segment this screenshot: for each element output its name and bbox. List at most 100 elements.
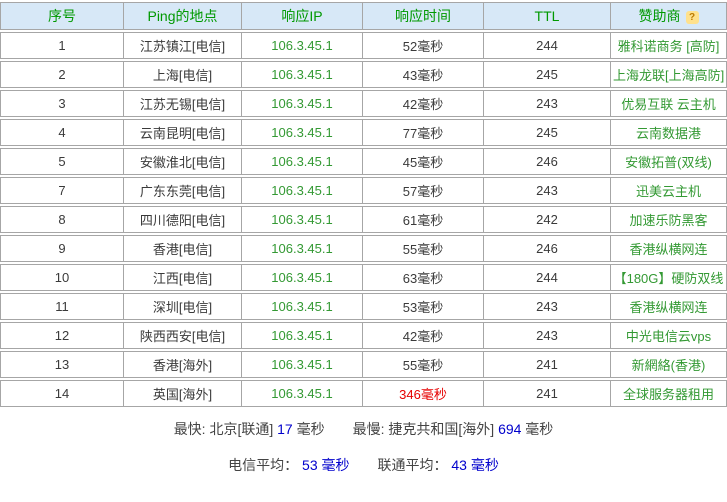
summary-footer: 最快: 北京[联通] 17 毫秒 最慢: 捷克共和国[海外] 694 毫秒 电信… [0, 419, 727, 475]
cell-ip: 106.3.45.1 [241, 235, 362, 262]
table-row: 3 江苏无锡[电信] 106.3.45.1 42毫秒 243 优易互联 云主机 [0, 90, 727, 117]
cell-ip: 106.3.45.1 [241, 206, 362, 233]
cell-sponsor: 全球服务器租用 [610, 380, 727, 407]
column-header-time: 响应时间 [362, 2, 483, 30]
cell-location: 江苏镇江[电信] [123, 32, 241, 59]
cell-ip: 106.3.45.1 [241, 119, 362, 146]
cell-sponsor: 香港纵横网连 [610, 293, 727, 320]
cell-sponsor: 雅科诺商务 [高防] [610, 32, 727, 59]
cell-ip: 106.3.45.1 [241, 351, 362, 378]
cell-index: 8 [0, 206, 123, 233]
table-row: 8 四川德阳[电信] 106.3.45.1 61毫秒 242 加速乐防黑客 [0, 206, 727, 233]
table-row: 14 英国[海外] 106.3.45.1 346毫秒 241 全球服务器租用 [0, 380, 727, 407]
cell-location: 香港[电信] [123, 235, 241, 262]
column-header-label: 响应IP [281, 8, 323, 24]
cell-ttl: 243 [483, 90, 610, 117]
sponsor-link[interactable]: 香港纵横网连 [629, 300, 708, 315]
summary-text-segment: 最慢: 捷克共和国[海外] [352, 421, 499, 437]
cell-sponsor: 上海龙联[上海高防] [610, 61, 727, 88]
ping-test-results-page: 序号 Ping的地点 响应IP 响应时间 TTL 赞助商? 1 江苏镇江[电信] 106.3.… [0, 2, 727, 475]
cell-sponsor: 迅美云主机 [610, 177, 727, 204]
cell-time: 61毫秒 [362, 206, 483, 233]
cell-index: 10 [0, 264, 123, 291]
cell-index: 12 [0, 322, 123, 349]
sponsor-link[interactable]: 香港纵横网连 [629, 242, 708, 257]
summary-text-segment: 最快: 北京[联通] [173, 421, 278, 437]
table-row: 12 陕西西安[电信] 106.3.45.1 42毫秒 243 中光电信云vps [0, 322, 727, 349]
cell-sponsor: 云南数据港 [610, 119, 727, 146]
cell-location: 陕西西安[电信] [123, 322, 241, 349]
ping-results-table: 序号 Ping的地点 响应IP 响应时间 TTL 赞助商? 1 江苏镇江[电信] 106.3.… [0, 2, 727, 407]
summary-text-segment [325, 421, 353, 437]
sponsor-link[interactable]: 迅美云主机 [635, 184, 701, 199]
table-row: 9 香港[电信] 106.3.45.1 55毫秒 246 香港纵横网连 [0, 235, 727, 262]
sponsor-link[interactable]: 上海龙联[上海高防] [613, 68, 725, 83]
cell-sponsor: 加速乐防黑客 [610, 206, 727, 233]
column-header-label: TTL [534, 8, 560, 24]
cell-index: 4 [0, 119, 123, 146]
summary-text-segment: 毫秒 [292, 421, 325, 437]
table-row: 13 香港[海外] 106.3.45.1 55毫秒 241 新網絡(香港) [0, 351, 727, 378]
cell-ttl: 244 [483, 32, 610, 59]
column-header-ttl: TTL [483, 2, 610, 30]
cell-ttl: 241 [483, 351, 610, 378]
summary-text-segment: 53 毫秒 [302, 457, 350, 473]
sponsor-link[interactable]: 云南数据港 [635, 126, 701, 141]
header-row: 序号 Ping的地点 响应IP 响应时间 TTL 赞助商? [0, 2, 727, 30]
cell-ttl: 242 [483, 206, 610, 233]
summary-text-segment: 43 毫秒 [451, 457, 499, 473]
sponsor-link[interactable]: 中光电信云vps [625, 329, 712, 344]
cell-ip: 106.3.45.1 [241, 90, 362, 117]
cell-index: 7 [0, 177, 123, 204]
sponsor-link[interactable]: 加速乐防黑客 [629, 213, 708, 228]
column-header-ip: 响应IP [241, 2, 362, 30]
cell-time: 346毫秒 [362, 380, 483, 407]
table-row: 2 上海[电信] 106.3.45.1 43毫秒 245 上海龙联[上海高防] [0, 61, 727, 88]
cell-time: 42毫秒 [362, 322, 483, 349]
sponsor-link[interactable]: 【180G】硬防双线 [613, 271, 724, 286]
cell-index: 11 [0, 293, 123, 320]
cell-ip: 106.3.45.1 [241, 148, 362, 175]
summary-averages: 电信平均： 53 毫秒 联通平均： 43 毫秒 [0, 455, 727, 475]
table-body: 1 江苏镇江[电信] 106.3.45.1 52毫秒 244 雅科诺商务 [高防] 2 上海[… [0, 32, 727, 407]
cell-sponsor: 【180G】硬防双线 [610, 264, 727, 291]
summary-text-segment: 联通平均： [377, 457, 452, 473]
sponsor-link[interactable]: 新網絡(香港) [631, 358, 706, 373]
cell-sponsor: 新網絡(香港) [610, 351, 727, 378]
cell-location: 深圳[电信] [123, 293, 241, 320]
cell-location: 四川德阳[电信] [123, 206, 241, 233]
cell-ip: 106.3.45.1 [241, 322, 362, 349]
cell-time: 63毫秒 [362, 264, 483, 291]
cell-ttl: 245 [483, 61, 610, 88]
sponsor-link[interactable]: 全球服务器租用 [622, 387, 714, 402]
cell-location: 江西[电信] [123, 264, 241, 291]
sponsor-link[interactable]: 安徽拓普(双线) [625, 155, 712, 170]
cell-time: 42毫秒 [362, 90, 483, 117]
cell-ip: 106.3.45.1 [241, 61, 362, 88]
cell-time: 45毫秒 [362, 148, 483, 175]
column-header-label: 序号 [48, 8, 76, 24]
cell-time: 55毫秒 [362, 351, 483, 378]
column-header-label: 赞助商 [638, 8, 681, 24]
sponsor-help-icon[interactable]: ? [685, 11, 699, 24]
table-row: 1 江苏镇江[电信] 106.3.45.1 52毫秒 244 雅科诺商务 [高防] [0, 32, 727, 59]
cell-location: 广东东莞[电信] [123, 177, 241, 204]
table-header: 序号 Ping的地点 响应IP 响应时间 TTL 赞助商? [0, 2, 727, 30]
cell-ttl: 244 [483, 264, 610, 291]
table-row: 5 安徽淮北[电信] 106.3.45.1 45毫秒 246 安徽拓普(双线) [0, 148, 727, 175]
cell-index: 9 [0, 235, 123, 262]
cell-ip: 106.3.45.1 [241, 264, 362, 291]
cell-location: 江苏无锡[电信] [123, 90, 241, 117]
column-header-index: 序号 [0, 2, 123, 30]
cell-ttl: 243 [483, 177, 610, 204]
cell-ttl: 246 [483, 235, 610, 262]
cell-ttl: 245 [483, 119, 610, 146]
summary-text-segment: 电信平均： [228, 457, 303, 473]
cell-ip: 106.3.45.1 [241, 380, 362, 407]
cell-location: 云南昆明[电信] [123, 119, 241, 146]
cell-ip: 106.3.45.1 [241, 293, 362, 320]
cell-sponsor: 优易互联 云主机 [610, 90, 727, 117]
sponsor-link[interactable]: 优易互联 云主机 [621, 97, 716, 112]
column-header-location: Ping的地点 [123, 2, 241, 30]
sponsor-link[interactable]: 雅科诺商务 [高防] [617, 39, 720, 54]
